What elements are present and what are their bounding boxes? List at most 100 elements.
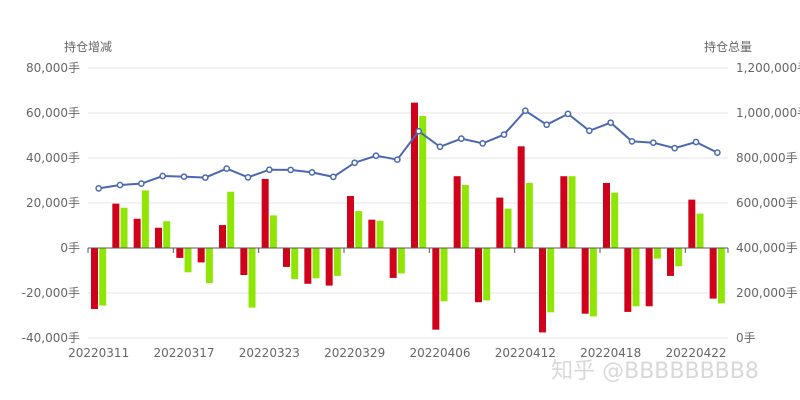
line-point bbox=[351, 159, 359, 167]
green-bar bbox=[291, 248, 299, 280]
line-point bbox=[159, 172, 167, 180]
red-bar bbox=[667, 248, 674, 276]
left-axis-labels: -40,000手 -20,000手 0手 20,000手 40,000手 60,000手 8… bbox=[22, 61, 80, 345]
green-bar bbox=[397, 248, 405, 274]
x-tick-label: 20220311 bbox=[68, 346, 129, 360]
red-bar bbox=[389, 248, 397, 278]
line-point bbox=[649, 139, 657, 147]
line-point bbox=[201, 174, 209, 181]
red-bar bbox=[240, 248, 248, 275]
green-bar bbox=[504, 208, 512, 248]
green-bar bbox=[525, 182, 533, 248]
line-point bbox=[329, 173, 337, 181]
line-point bbox=[244, 174, 252, 181]
line-point bbox=[372, 152, 380, 160]
bars bbox=[91, 102, 725, 333]
x-tick-label: 20220317 bbox=[153, 346, 214, 360]
green-bar bbox=[632, 248, 640, 307]
total-line bbox=[95, 107, 721, 192]
green-bar bbox=[184, 248, 192, 273]
left-tick-label: 60,000手 bbox=[26, 106, 80, 120]
line-point bbox=[137, 180, 145, 187]
green-bar bbox=[568, 176, 576, 248]
green-bar bbox=[248, 248, 256, 308]
green-bar bbox=[675, 248, 683, 267]
green-bar bbox=[120, 207, 128, 248]
green-bar bbox=[312, 248, 320, 279]
green-bar bbox=[141, 190, 149, 248]
red-bar bbox=[176, 248, 184, 258]
red-bar bbox=[517, 146, 525, 248]
red-bar bbox=[304, 248, 312, 284]
red-bar bbox=[645, 248, 653, 307]
green-bar bbox=[483, 248, 491, 301]
right-tick-label: 0手 bbox=[736, 331, 756, 345]
green-bar bbox=[163, 221, 171, 248]
red-bar bbox=[197, 248, 205, 263]
green-bar bbox=[205, 248, 213, 284]
line-point bbox=[628, 138, 636, 145]
line-point bbox=[457, 135, 465, 142]
green-bar bbox=[376, 220, 384, 248]
line-point bbox=[543, 121, 551, 129]
green-bar bbox=[717, 248, 725, 304]
x-tick-label: 20220323 bbox=[239, 346, 300, 360]
left-tick-label: -20,000手 bbox=[22, 286, 80, 300]
line-point bbox=[116, 181, 124, 189]
watermark: 知乎 @BBBBBBBB8 bbox=[551, 359, 759, 384]
green-bar bbox=[227, 191, 235, 248]
red-bar bbox=[261, 178, 269, 248]
red-bar bbox=[133, 218, 141, 248]
line-point bbox=[95, 185, 103, 192]
line-point bbox=[265, 166, 273, 174]
x-axis: 20220311 20220317 20220323 20220329 20220406… bbox=[68, 247, 729, 360]
line-point bbox=[415, 127, 423, 135]
right-tick-label: 400,000手 bbox=[736, 241, 798, 255]
red-bar bbox=[475, 248, 482, 303]
green-bar bbox=[611, 192, 619, 248]
x-tick-label: 20220412 bbox=[495, 346, 556, 360]
green-bar bbox=[99, 248, 107, 306]
line-point bbox=[287, 166, 295, 174]
line-point bbox=[180, 173, 188, 181]
red-bar bbox=[368, 219, 376, 248]
left-tick-label: 40,000手 bbox=[26, 151, 80, 165]
right-tick-label: 1,000,000手 bbox=[736, 106, 800, 120]
red-bar bbox=[603, 182, 610, 248]
red-bar bbox=[688, 199, 696, 248]
red-bar bbox=[581, 248, 589, 314]
left-tick-label: -40,000手 bbox=[22, 331, 80, 345]
left-tick-label: 80,000手 bbox=[26, 61, 80, 75]
left-axis-title: 持仓增减 bbox=[64, 39, 112, 54]
right-axis-labels: 0手 200,000手 400,000手 600,000手 800,000手 1,000,… bbox=[736, 61, 800, 345]
green-bar bbox=[440, 248, 448, 302]
red-bar bbox=[539, 248, 546, 333]
red-bar bbox=[347, 196, 354, 248]
red-bar bbox=[453, 176, 461, 248]
red-bar bbox=[112, 203, 120, 248]
x-tick-label: 20220422 bbox=[665, 346, 726, 360]
line-point bbox=[671, 144, 679, 152]
line-point bbox=[607, 119, 615, 127]
line-point bbox=[585, 127, 593, 135]
green-bar bbox=[461, 185, 469, 248]
x-tick-label: 20220406 bbox=[409, 346, 470, 360]
red-bar bbox=[411, 102, 418, 249]
red-bar bbox=[432, 248, 440, 330]
line-point bbox=[479, 140, 487, 147]
line-path bbox=[98, 109, 718, 190]
right-tick-label: 200,000手 bbox=[736, 286, 798, 300]
red-bar bbox=[155, 227, 162, 248]
line-point bbox=[393, 156, 401, 163]
red-bar bbox=[496, 197, 504, 248]
right-axis-title: 持仓总量 bbox=[704, 39, 752, 54]
left-tick-label: 0手 bbox=[60, 241, 80, 255]
green-bar bbox=[547, 248, 555, 313]
x-tick-label: 20220329 bbox=[324, 346, 385, 360]
green-bar bbox=[419, 115, 427, 248]
green-bar bbox=[589, 248, 597, 317]
line-point bbox=[223, 165, 231, 172]
green-bar bbox=[696, 213, 704, 248]
right-tick-label: 1,200,000手 bbox=[736, 61, 800, 75]
